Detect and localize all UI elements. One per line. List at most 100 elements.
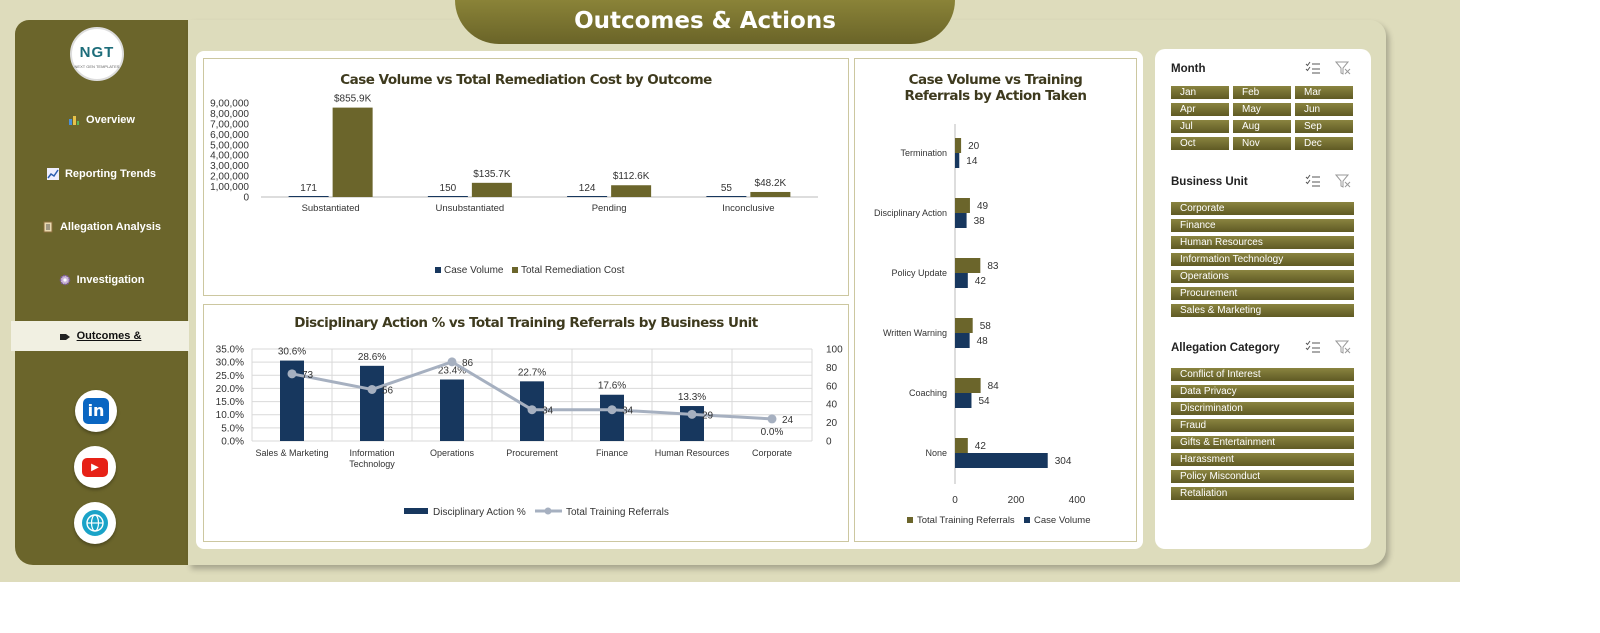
bar-remediation-cost — [750, 191, 791, 197]
bar-training-referrals — [955, 438, 968, 453]
nav-investigation[interactable]: Investigation — [15, 267, 188, 293]
slicer-month-nov[interactable]: Nov — [1233, 137, 1291, 150]
data-label-case-volume: 55 — [721, 183, 733, 194]
slicer-month-oct[interactable]: Oct — [1171, 137, 1229, 150]
legend-label: Disciplinary Action % — [433, 507, 526, 518]
slicer-allegation-item[interactable]: Conflict of Interest — [1171, 368, 1354, 381]
y-left-tick-label: 20.0% — [216, 384, 244, 395]
x-tick-label: Substantiated — [302, 203, 360, 214]
y-tick-label: Termination — [900, 148, 947, 158]
y-left-tick-label: 0.0% — [221, 437, 244, 448]
chart-outcome-panel: Case Volume vs Total Remediation Cost by… — [203, 58, 849, 296]
x-tick-label: Operations — [430, 448, 475, 458]
clear-filter-icon[interactable] — [1335, 61, 1351, 75]
slicer-month-may[interactable]: May — [1233, 103, 1291, 116]
y-tick-label: 0 — [243, 193, 249, 204]
bar-case-volume — [955, 153, 960, 168]
y-tick-label: 8,00,000 — [210, 109, 249, 120]
slicer-month-jan[interactable]: Jan — [1171, 86, 1229, 99]
clipboard-icon — [43, 221, 53, 233]
slicer-business-unit-item[interactable]: Information Technology — [1171, 253, 1354, 266]
y-tick-label: 3,00,000 — [210, 161, 249, 172]
slicer-month-aug[interactable]: Aug — [1233, 120, 1291, 133]
y-tick-label: 9,00,000 — [210, 99, 249, 110]
nav-allegation-analysis[interactable]: Allegation Analysis — [15, 214, 188, 240]
x-tick-label: Information — [349, 448, 394, 458]
slicer-month-apr[interactable]: Apr — [1171, 103, 1229, 116]
slicer-allegation-title: Allegation Category — [1171, 342, 1280, 354]
bar-chart-icon — [69, 116, 80, 125]
data-label-training-referrals: 20 — [968, 141, 980, 152]
x-tick-label: Technology — [349, 459, 395, 469]
bar-case-volume — [567, 196, 608, 197]
y-tick-label: Disciplinary Action — [874, 208, 947, 218]
slicer-allegation-item[interactable]: Policy Misconduct — [1171, 470, 1354, 483]
slicer-month-jun[interactable]: Jun — [1295, 103, 1353, 116]
title-banner: Outcomes & Actions — [455, 0, 955, 44]
legend-label: Total Remediation Cost — [521, 265, 625, 276]
y-tick-label: 4,00,000 — [210, 151, 249, 162]
website-button[interactable] — [74, 502, 116, 544]
slicer-allegation-item[interactable]: Discrimination — [1171, 402, 1354, 415]
bar-training-referrals — [955, 378, 981, 393]
nav-outcomes-actions[interactable]: Outcomes & — [11, 321, 189, 351]
bar-case-volume — [955, 393, 972, 408]
bar-case-volume — [955, 333, 970, 348]
y-left-tick-label: 25.0% — [216, 371, 244, 382]
slicer-business-unit-item[interactable]: Corporate — [1171, 202, 1354, 215]
slicer-business-unit-item[interactable]: Operations — [1171, 270, 1354, 283]
page-title: Outcomes & Actions — [574, 8, 836, 34]
x-tick-label: Corporate — [752, 448, 792, 458]
data-label-case-volume: 304 — [1055, 456, 1072, 467]
slicer-allegation-item[interactable]: Gifts & Entertainment — [1171, 436, 1354, 449]
data-label-disciplinary-pct: 17.6% — [598, 381, 626, 392]
data-label-case-volume: 150 — [440, 183, 457, 194]
y-left-tick-label: 10.0% — [216, 410, 244, 421]
point-training-referrals — [687, 409, 697, 419]
data-label-disciplinary-pct: 30.6% — [278, 347, 306, 358]
nav-reporting-trends[interactable]: Reporting Trends — [15, 161, 188, 187]
y-tick-label: 2,00,000 — [210, 172, 249, 183]
slicer-month-mar[interactable]: Mar — [1295, 86, 1353, 99]
slicer-business-unit-item[interactable]: Procurement — [1171, 287, 1354, 300]
nav-label: Reporting Trends — [64, 168, 157, 180]
slicer-month-dec[interactable]: Dec — [1295, 137, 1353, 150]
legend-swatch — [512, 267, 518, 273]
multi-select-icon[interactable] — [1305, 174, 1321, 188]
slicer-allegation-item[interactable]: Fraud — [1171, 419, 1354, 432]
slicer-business-unit-item[interactable]: Human Resources — [1171, 236, 1354, 249]
bar-remediation-cost — [471, 182, 512, 197]
y-right-tick-label: 60 — [826, 381, 838, 392]
data-label-disciplinary-pct: 0.0% — [761, 427, 784, 438]
youtube-button[interactable]: ▶ — [74, 446, 116, 488]
bar-remediation-cost — [332, 107, 373, 197]
slicer-month-feb[interactable]: Feb — [1233, 86, 1291, 99]
chart-action-panel: Case Volume vs Training Referrals by Act… — [854, 58, 1137, 542]
x-tick-label: 400 — [1069, 495, 1086, 506]
data-label-case-volume: 42 — [975, 276, 987, 287]
chart-title-line1: Case Volume vs Training — [908, 72, 1083, 88]
data-label-case-volume: 14 — [966, 156, 978, 167]
data-label-remediation-cost: $48.2K — [755, 178, 787, 189]
multi-select-icon[interactable] — [1305, 61, 1321, 75]
slicer-business-unit-item[interactable]: Sales & Marketing — [1171, 304, 1354, 317]
slicer-allegation-item[interactable]: Harassment — [1171, 453, 1354, 466]
slicer-month-sep[interactable]: Sep — [1295, 120, 1353, 133]
nav-label: Overview — [86, 114, 135, 126]
x-tick-label: Human Resources — [655, 448, 730, 458]
slicer-allegation-item[interactable]: Retaliation — [1171, 487, 1354, 500]
y-right-tick-label: 100 — [826, 345, 843, 356]
clear-filter-icon[interactable] — [1335, 174, 1351, 188]
nav-overview[interactable]: Overview — [15, 107, 188, 133]
y-tick-label: None — [925, 448, 947, 458]
nav-label: Allegation Analysis — [59, 221, 162, 233]
x-tick-label: Unsubstantiated — [436, 203, 505, 214]
multi-select-icon[interactable] — [1305, 340, 1321, 354]
legend-label: Total Training Referrals — [917, 515, 1015, 526]
clear-filter-icon[interactable] — [1335, 340, 1351, 354]
slicer-allegation-item[interactable]: Data Privacy — [1171, 385, 1354, 398]
slicer-business-unit-item[interactable]: Finance — [1171, 219, 1354, 232]
linkedin-button[interactable]: in — [75, 390, 117, 432]
point-training-referrals — [447, 357, 457, 367]
slicer-month-jul[interactable]: Jul — [1171, 120, 1229, 133]
